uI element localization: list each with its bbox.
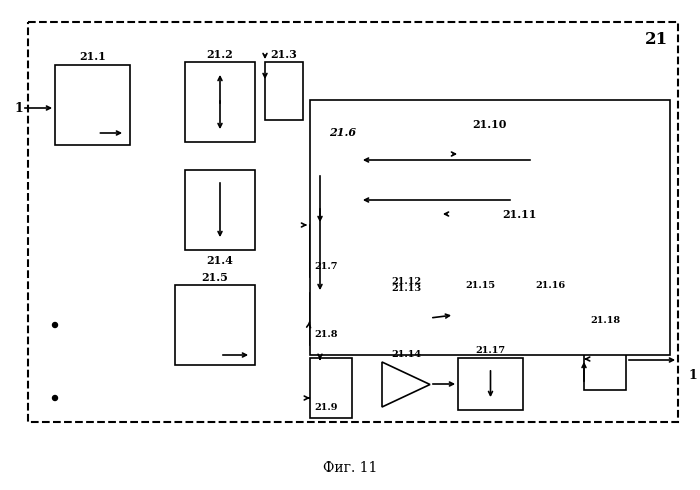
Bar — [28, 22, 678, 422]
Text: 21.5: 21.5 — [202, 271, 228, 283]
Bar — [185, 62, 255, 142]
Bar — [460, 132, 518, 177]
Text: 21.8: 21.8 — [314, 330, 337, 339]
Text: 21.1: 21.1 — [79, 51, 106, 63]
Text: 21.11: 21.11 — [502, 209, 536, 220]
Text: 1: 1 — [688, 368, 696, 382]
Text: 21.3: 21.3 — [271, 49, 298, 59]
Bar — [325, 140, 360, 240]
Text: 21.14: 21.14 — [391, 349, 421, 359]
Text: 21.4: 21.4 — [206, 254, 233, 266]
Text: 21: 21 — [645, 31, 668, 49]
Text: 21.7: 21.7 — [314, 262, 337, 271]
Bar — [440, 192, 498, 237]
Circle shape — [52, 322, 57, 327]
Text: 21.15: 21.15 — [465, 280, 495, 290]
Text: 21.10: 21.10 — [472, 119, 506, 129]
Bar — [265, 62, 303, 120]
Text: 1: 1 — [14, 101, 22, 115]
Text: 21.9: 21.9 — [314, 403, 337, 412]
Bar — [310, 358, 352, 418]
Bar — [310, 225, 352, 277]
Bar — [584, 328, 626, 390]
Text: 21.18: 21.18 — [590, 316, 620, 324]
Text: 21.12: 21.12 — [391, 276, 421, 286]
Bar — [524, 293, 576, 338]
Text: 21.2: 21.2 — [206, 49, 233, 59]
Bar — [175, 285, 255, 365]
Bar — [55, 65, 130, 145]
Circle shape — [52, 395, 57, 400]
Bar — [310, 100, 670, 355]
Text: 21.17: 21.17 — [475, 345, 505, 354]
Bar — [454, 293, 506, 338]
Text: 21.16: 21.16 — [535, 280, 565, 290]
Bar — [458, 358, 523, 410]
Text: 21.13: 21.13 — [391, 284, 421, 293]
Bar — [185, 170, 255, 250]
Text: 21.6: 21.6 — [329, 126, 356, 138]
Text: Фиг. 11: Фиг. 11 — [323, 461, 377, 475]
Bar — [310, 293, 352, 345]
